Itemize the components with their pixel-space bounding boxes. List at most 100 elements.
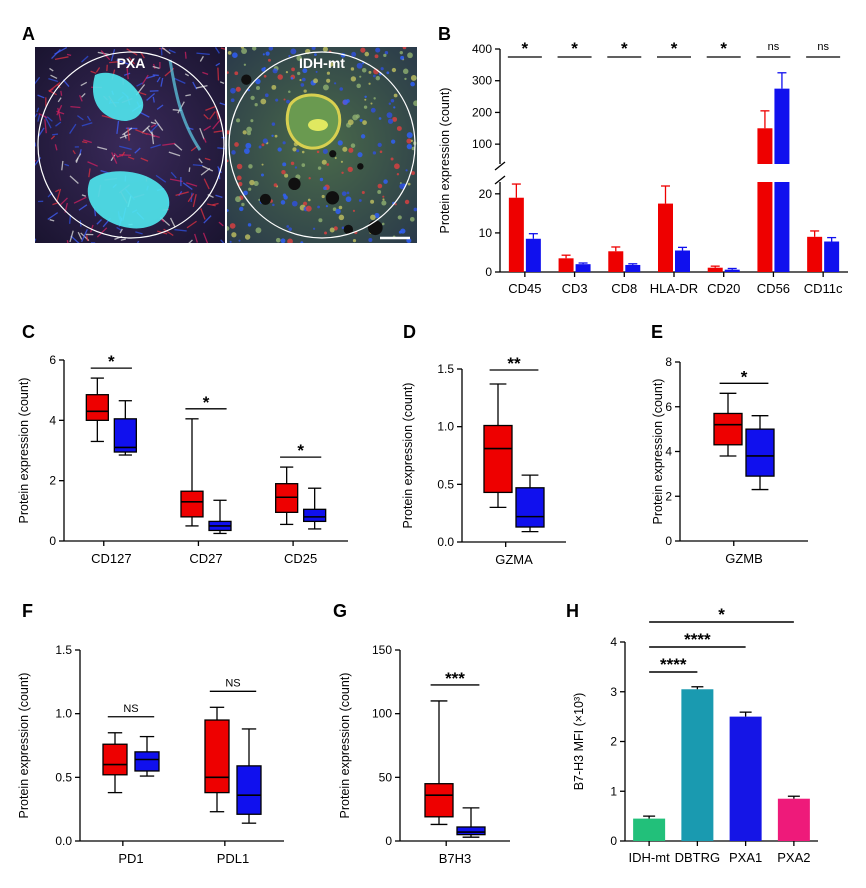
texture-stroke bbox=[47, 212, 59, 220]
texture-cell bbox=[393, 106, 396, 109]
texture-cell bbox=[397, 215, 402, 220]
y-tick-label: 10 bbox=[479, 226, 493, 240]
texture-cell bbox=[396, 173, 400, 176]
texture-stroke bbox=[52, 133, 59, 136]
pxa-label: PXA bbox=[117, 55, 146, 71]
texture-stroke bbox=[198, 158, 203, 164]
texture-cell bbox=[342, 146, 348, 152]
panel-letter: B bbox=[438, 24, 451, 44]
texture-stroke bbox=[61, 160, 64, 171]
texture-cell bbox=[399, 183, 406, 190]
texture-stroke bbox=[51, 49, 61, 60]
texture-stroke bbox=[77, 231, 83, 240]
texture-cell bbox=[388, 102, 392, 105]
box bbox=[85, 394, 109, 421]
texture-cell bbox=[360, 47, 366, 53]
texture-cell bbox=[378, 117, 382, 120]
texture-cell bbox=[394, 203, 397, 206]
texture-cell bbox=[313, 78, 319, 84]
texture-cell bbox=[326, 163, 330, 166]
box bbox=[456, 826, 486, 836]
texture-cell bbox=[260, 173, 264, 177]
texture-stroke bbox=[86, 235, 89, 242]
texture-cell bbox=[317, 205, 320, 209]
panel-letter: D bbox=[403, 322, 416, 342]
y-axis-title: Protein expression (count) bbox=[401, 383, 415, 529]
panel-letter: G bbox=[333, 601, 347, 621]
texture-stroke bbox=[146, 75, 156, 79]
texture-stroke bbox=[150, 121, 157, 125]
texture-cell bbox=[364, 51, 370, 57]
texture-cell bbox=[230, 87, 236, 94]
texture-stroke bbox=[97, 146, 108, 151]
texture-cell bbox=[399, 50, 403, 55]
y-tick-label: 2 bbox=[610, 735, 617, 749]
texture-cell bbox=[370, 199, 375, 204]
texture-cell bbox=[299, 79, 302, 82]
y-tick-label: 0 bbox=[485, 265, 492, 279]
texture-stroke bbox=[161, 47, 171, 55]
texture-cell bbox=[314, 53, 317, 57]
texture-stroke bbox=[152, 96, 155, 103]
box bbox=[204, 719, 230, 794]
texture-cell bbox=[340, 160, 343, 163]
texture-cell bbox=[245, 142, 252, 149]
panel-b: B 0 10 20 100 200 300 400 Protein expression (co… bbox=[438, 24, 848, 296]
texture-cell bbox=[406, 143, 413, 150]
texture-stroke bbox=[128, 56, 136, 65]
texture-stroke bbox=[220, 239, 225, 243]
texture-stroke bbox=[203, 125, 212, 131]
box bbox=[113, 418, 137, 453]
texture-cell bbox=[396, 126, 402, 131]
texture-cell bbox=[350, 76, 357, 82]
texture-cell bbox=[357, 152, 363, 158]
texture-stroke bbox=[55, 121, 62, 127]
y-tick-label: 6 bbox=[665, 400, 672, 414]
texture-stroke bbox=[196, 52, 210, 56]
texture-stroke bbox=[72, 150, 76, 155]
texture-stroke bbox=[121, 151, 126, 157]
texture-cell bbox=[407, 182, 411, 186]
texture-stroke bbox=[141, 74, 149, 85]
texture-cell bbox=[271, 122, 276, 126]
texture-stroke bbox=[218, 221, 224, 227]
texture-cell bbox=[381, 200, 387, 206]
texture-cell bbox=[282, 141, 286, 145]
texture-cell bbox=[402, 68, 409, 75]
texture-stroke bbox=[155, 174, 167, 183]
texture-stroke bbox=[96, 219, 102, 225]
texture-stroke bbox=[209, 111, 216, 120]
panel-letter: E bbox=[651, 322, 663, 342]
texture-stroke bbox=[156, 104, 164, 110]
texture-cell bbox=[238, 181, 243, 187]
texture-cell bbox=[321, 159, 327, 165]
texture-cell bbox=[335, 208, 341, 215]
texture-stroke bbox=[90, 70, 97, 74]
texture-cell bbox=[407, 52, 413, 59]
texture-stroke bbox=[140, 157, 149, 162]
texture-stroke bbox=[64, 163, 70, 167]
texture-cell bbox=[393, 93, 398, 98]
box bbox=[483, 424, 513, 494]
texture-cell bbox=[277, 147, 282, 152]
texture-cell bbox=[243, 63, 247, 66]
y-tick-label: 4 bbox=[610, 635, 617, 649]
texture-stroke bbox=[95, 67, 101, 73]
texture-cell bbox=[377, 190, 382, 194]
texture-stroke bbox=[202, 232, 209, 243]
texture-cell bbox=[250, 119, 254, 123]
sig-label: * bbox=[522, 39, 529, 58]
texture-cell bbox=[406, 238, 412, 243]
texture-stroke bbox=[35, 238, 37, 243]
panel-letter: C bbox=[22, 322, 35, 342]
texture-stroke bbox=[111, 152, 118, 164]
texture-cell bbox=[294, 166, 298, 169]
texture-cell bbox=[275, 98, 279, 102]
texture-cell bbox=[302, 68, 308, 74]
texture-stroke bbox=[214, 47, 220, 54]
texture-cell bbox=[317, 166, 322, 170]
texture-cell bbox=[244, 234, 251, 240]
box bbox=[303, 508, 327, 523]
texture-cell bbox=[361, 62, 365, 65]
texture-cell bbox=[247, 88, 251, 92]
